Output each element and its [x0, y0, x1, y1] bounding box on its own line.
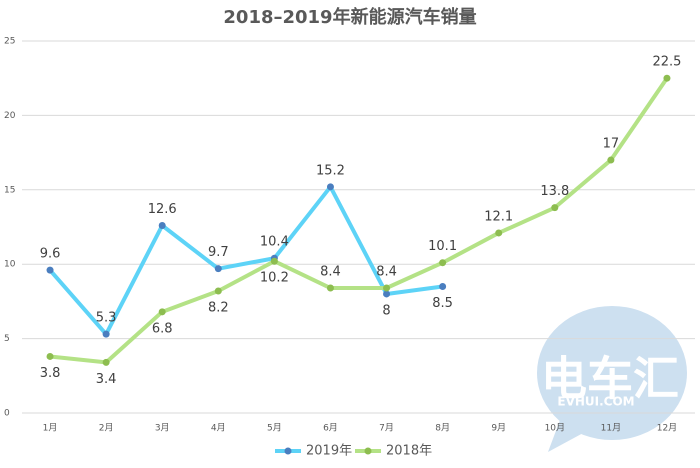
data-label: 12.6	[148, 202, 177, 217]
x-tick-label: 4月	[211, 423, 226, 434]
watermark-tail	[548, 420, 585, 452]
data-label: 8.4	[320, 265, 341, 280]
legend-marker	[364, 447, 372, 455]
x-tick-label: 5月	[267, 423, 282, 434]
data-label: 6.8	[152, 321, 173, 336]
data-label: 5.3	[96, 311, 117, 326]
legend-label: 2019年	[306, 444, 352, 459]
data-point	[102, 358, 110, 366]
data-label: 12.1	[484, 209, 513, 224]
data-point	[383, 290, 391, 298]
data-point	[551, 204, 559, 212]
x-tick-label: 11月	[601, 423, 621, 434]
data-label: 8.2	[208, 300, 229, 315]
data-point	[102, 330, 110, 338]
data-label: 15.2	[316, 163, 345, 178]
x-tick-label: 6月	[323, 423, 338, 434]
x-tick-label: 3月	[155, 423, 170, 434]
data-point	[214, 265, 222, 273]
watermark: 电车汇 EVHUI.COM	[537, 306, 687, 452]
y-tick-label: 20	[4, 111, 16, 121]
data-label: 22.5	[652, 55, 681, 70]
data-point	[383, 284, 391, 292]
x-tick-label: 10月	[545, 423, 565, 434]
data-point	[607, 156, 615, 164]
data-label: 9.6	[40, 247, 61, 262]
data-label: 13.8	[540, 184, 569, 199]
data-point	[326, 183, 334, 191]
x-tick-label: 2月	[99, 423, 114, 434]
y-tick-label: 5	[4, 334, 10, 344]
data-label: 17	[603, 137, 620, 152]
legend-marker	[284, 447, 292, 455]
y-tick-label: 10	[4, 260, 16, 270]
legend: 2019年 2018年	[275, 444, 432, 459]
data-point	[663, 74, 671, 82]
data-point	[46, 352, 54, 360]
x-tick-label: 7月	[379, 423, 394, 434]
data-point	[158, 222, 166, 230]
data-label: 8.5	[432, 296, 453, 311]
watermark-subtitle: EVHUI.COM	[557, 395, 634, 409]
y-tick-label: 15	[4, 185, 15, 195]
x-tick-label: 1月	[43, 423, 58, 434]
data-label: 8	[382, 303, 390, 318]
data-point	[270, 257, 278, 265]
data-point	[439, 259, 447, 267]
chart-title: 2018–2019年新能源汽车销量	[223, 6, 476, 28]
series-line	[49, 77, 669, 365]
data-label: 8.4	[376, 265, 397, 280]
data-point	[495, 229, 503, 237]
data-label: 3.8	[40, 366, 61, 381]
y-tick-label: 0	[4, 409, 10, 419]
series-line	[48, 184, 443, 337]
x-tick-label: 8月	[435, 423, 450, 434]
x-tick-label: 9月	[491, 423, 506, 434]
watermark-title: 电车汇	[541, 352, 679, 406]
x-tick-label: 12月	[657, 423, 677, 434]
watermark-bubble	[537, 306, 687, 440]
data-point	[326, 284, 334, 292]
data-point	[46, 266, 54, 274]
data-point	[439, 283, 447, 291]
data-label: 10.4	[260, 235, 289, 250]
data-label: 10.1	[428, 239, 457, 254]
data-label: 3.4	[96, 372, 117, 387]
data-label: 10.2	[260, 271, 289, 286]
legend-label: 2018年	[386, 444, 432, 459]
y-tick-label: 25	[4, 37, 15, 47]
data-point	[158, 308, 166, 316]
data-label: 9.7	[208, 245, 229, 260]
data-point	[214, 287, 222, 295]
